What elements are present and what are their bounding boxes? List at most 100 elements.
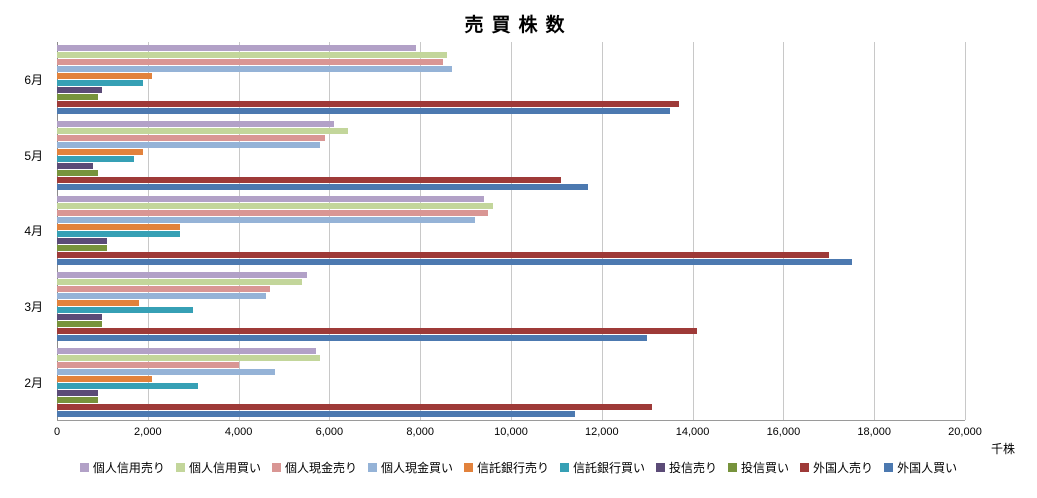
bar-groups <box>57 42 965 420</box>
bar-group <box>57 118 965 194</box>
legend-item: 外国人売り <box>800 459 873 476</box>
legend-label: 投信売り <box>669 461 718 475</box>
bar <box>57 382 198 389</box>
y-axis-label: 6月 <box>24 73 43 88</box>
bar <box>57 87 103 94</box>
bar <box>57 272 307 279</box>
bar <box>57 321 103 328</box>
bar <box>57 134 325 141</box>
legend-swatch <box>728 463 738 472</box>
bar <box>57 252 829 259</box>
legend-label: 外国人買い <box>897 461 958 475</box>
bar <box>57 389 98 396</box>
legend-swatch <box>800 463 810 472</box>
y-axis-labels: 6月 5月 4月 3月 2月 <box>0 42 52 420</box>
bar <box>57 361 239 368</box>
bar <box>57 108 670 115</box>
bar <box>57 94 98 101</box>
bar <box>57 238 107 245</box>
bar <box>57 347 316 354</box>
legend-item: 個人信用買い <box>175 459 261 476</box>
bar <box>57 45 416 52</box>
bar <box>57 66 452 73</box>
bar <box>57 375 153 382</box>
x-tick-label: 14,000 <box>675 426 710 438</box>
gridline <box>874 42 876 420</box>
legend-item: 外国人買い <box>884 459 957 476</box>
bar-group <box>57 344 965 420</box>
gridline <box>783 42 785 420</box>
x-tick-label: 20,000 <box>948 426 982 438</box>
gridline <box>238 42 240 420</box>
legend-label: 外国人売り <box>813 461 874 475</box>
bar <box>57 73 153 80</box>
bar-group <box>57 193 965 269</box>
legend-swatch <box>175 463 185 472</box>
legend-label: 個人現金売り <box>284 461 357 475</box>
bar <box>57 279 303 286</box>
gridline <box>329 42 331 420</box>
legend-label: 信託銀行買い <box>573 461 646 475</box>
bar <box>57 245 107 252</box>
bar <box>57 52 448 59</box>
legend-swatch <box>79 463 89 472</box>
bar <box>57 293 266 300</box>
x-tick-label: 18,000 <box>857 426 892 438</box>
gridline <box>147 42 149 420</box>
x-axis-unit: 千株 <box>990 442 1015 456</box>
legend-swatch <box>656 463 666 472</box>
bar <box>57 410 575 417</box>
bar <box>57 259 852 266</box>
legend-label: 個人信用買い <box>188 461 261 475</box>
x-tick-label: 10,000 <box>494 426 528 438</box>
legend-item: 個人現金売り <box>271 459 357 476</box>
bar <box>57 210 489 217</box>
y-axis-label: 2月 <box>24 375 43 390</box>
legend-label: 個人信用売り <box>92 461 165 475</box>
x-tick-label: 2,000 <box>134 426 162 438</box>
x-tick-label: 4,000 <box>224 426 253 438</box>
legend-label: 信託銀行売り <box>476 461 549 475</box>
bar <box>57 155 135 162</box>
bar <box>57 354 321 361</box>
legend-item: 投信売り <box>656 459 717 476</box>
bar <box>57 196 484 203</box>
gridline <box>965 42 966 420</box>
bar <box>57 217 475 224</box>
gridline <box>420 42 422 420</box>
legend-item: 個人現金買い <box>367 459 453 476</box>
legend: 個人信用売り 個人信用買い 個人現金売り 個人現金買い 信託銀行売り 信託銀行買い 投信売り… <box>0 459 1037 476</box>
legend-item: 投信買い <box>728 459 789 476</box>
legend-label: 投信買い <box>741 461 790 475</box>
x-tick-label: 6,000 <box>315 426 344 438</box>
bar <box>57 286 271 293</box>
bar <box>57 403 652 410</box>
legend-swatch <box>367 463 377 472</box>
plot-area <box>57 42 966 421</box>
bar <box>57 314 103 321</box>
bar-group <box>57 42 965 118</box>
bar <box>57 169 98 176</box>
bar <box>57 231 180 238</box>
y-axis-label: 4月 <box>24 224 43 239</box>
gridline <box>601 42 603 420</box>
y-axis-label: 3月 <box>24 300 43 315</box>
bar <box>57 224 180 231</box>
bar <box>57 328 698 335</box>
bar <box>57 183 589 190</box>
bar <box>57 368 275 375</box>
bar <box>57 59 443 66</box>
legend-swatch <box>463 463 473 472</box>
bar <box>57 101 679 108</box>
legend-item: 信託銀行買い <box>560 459 645 476</box>
bar-group <box>57 269 965 345</box>
bar <box>57 148 144 155</box>
bar <box>57 141 321 148</box>
bar <box>57 307 194 314</box>
chart-title: 売買株数 <box>464 15 573 36</box>
gridline <box>692 42 694 420</box>
x-tick-label: 0 <box>53 426 61 438</box>
legend-swatch <box>560 463 569 472</box>
bar <box>57 300 139 307</box>
